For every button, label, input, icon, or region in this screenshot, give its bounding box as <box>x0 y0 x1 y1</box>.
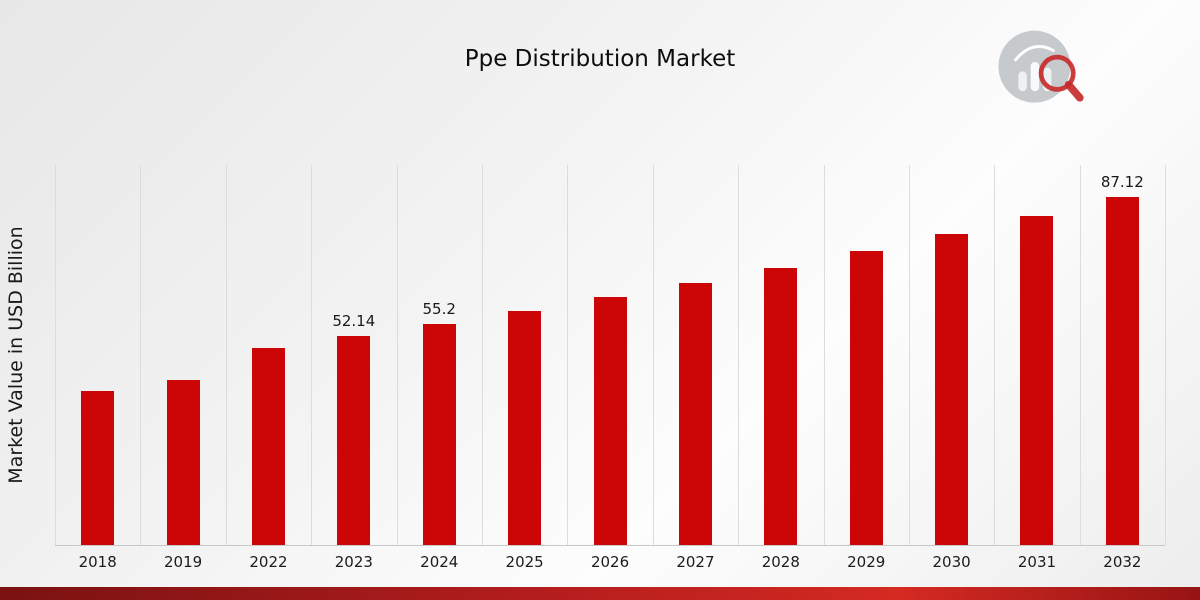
x-tick-2027: 2027 <box>676 553 715 571</box>
chart-title: Ppe Distribution Market <box>464 46 736 72</box>
y-axis-label: Market Value in USD Billion <box>5 226 27 484</box>
x-axis-ticks: 2018 2019 2022 2023 2024 2025 2026 2027 2028 2029… <box>55 553 1165 571</box>
x-tick-2030: 2030 <box>932 553 971 571</box>
bar-2031 <box>1020 215 1054 545</box>
gridline <box>481 165 483 545</box>
bar-2024 <box>422 324 456 545</box>
gridline <box>396 165 398 545</box>
logo-magnifier-handle <box>1064 80 1084 102</box>
x-tick-2019: 2019 <box>163 553 203 571</box>
bar-value-label-2024: 55.2 <box>422 300 456 319</box>
logo-bar-2 <box>1030 61 1040 92</box>
bar-2018 <box>81 391 115 545</box>
bar-value-label-2032: 87.12 <box>1100 172 1144 191</box>
x-tick-2028: 2028 <box>761 553 800 571</box>
gridline <box>994 165 996 545</box>
gridline <box>738 165 740 545</box>
x-tick-2026: 2026 <box>590 553 630 571</box>
gridline <box>1079 165 1081 545</box>
footer-accent-strip <box>0 587 1200 600</box>
bar-2027 <box>678 283 712 545</box>
gridline <box>908 165 910 545</box>
plot-area: 52.14 55.2 87.12 <box>55 165 1166 546</box>
x-tick-2031: 2031 <box>1017 553 1057 571</box>
bar-2026 <box>593 297 627 545</box>
bar-2025 <box>508 311 542 545</box>
gridline <box>652 165 654 545</box>
bar-2022 <box>252 347 285 545</box>
x-tick-2025: 2025 <box>505 553 544 571</box>
gridline <box>1165 165 1166 545</box>
x-tick-2022: 2022 <box>249 553 288 571</box>
x-tick-2023: 2023 <box>334 553 373 571</box>
gridline <box>225 165 227 545</box>
gridline <box>311 165 313 545</box>
bar-2032 <box>1105 196 1139 545</box>
bar-2030 <box>935 234 968 545</box>
bar-2028 <box>764 267 798 545</box>
bar-2019 <box>166 380 200 545</box>
x-tick-2029: 2029 <box>847 553 886 571</box>
gridline <box>55 165 56 545</box>
logo-trend-curve <box>1014 45 1055 62</box>
logo-magnifier-ring <box>1038 54 1076 92</box>
bar-chart-magnifier-logo <box>998 30 1084 103</box>
gridline <box>567 165 569 545</box>
gridline <box>140 165 142 545</box>
gridline <box>823 165 825 545</box>
logo-bar-1 <box>1018 71 1027 92</box>
bar-2029 <box>849 251 883 545</box>
bar-2023 <box>337 336 371 545</box>
bar-value-label-2023: 52.14 <box>332 312 376 331</box>
x-tick-2024: 2024 <box>420 553 459 571</box>
x-tick-2032: 2032 <box>1103 553 1142 571</box>
x-tick-2018: 2018 <box>78 553 117 571</box>
